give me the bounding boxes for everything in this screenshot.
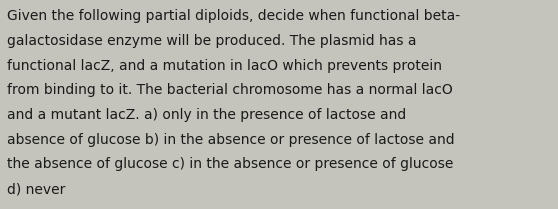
- Text: functional lacZ, and a mutation in lacO which prevents protein: functional lacZ, and a mutation in lacO …: [7, 59, 442, 73]
- Text: galactosidase enzyme will be produced. The plasmid has a: galactosidase enzyme will be produced. T…: [7, 34, 417, 48]
- Text: d) never: d) never: [7, 182, 66, 196]
- Text: and a mutant lacZ. a) only in the presence of lactose and: and a mutant lacZ. a) only in the presen…: [7, 108, 407, 122]
- Text: from binding to it. The bacterial chromosome has a normal lacO: from binding to it. The bacterial chromo…: [7, 83, 453, 97]
- Text: absence of glucose b) in the absence or presence of lactose and: absence of glucose b) in the absence or …: [7, 133, 455, 147]
- Text: the absence of glucose c) in the absence or presence of glucose: the absence of glucose c) in the absence…: [7, 157, 454, 171]
- Text: Given the following partial diploids, decide when functional beta-: Given the following partial diploids, de…: [7, 9, 460, 23]
